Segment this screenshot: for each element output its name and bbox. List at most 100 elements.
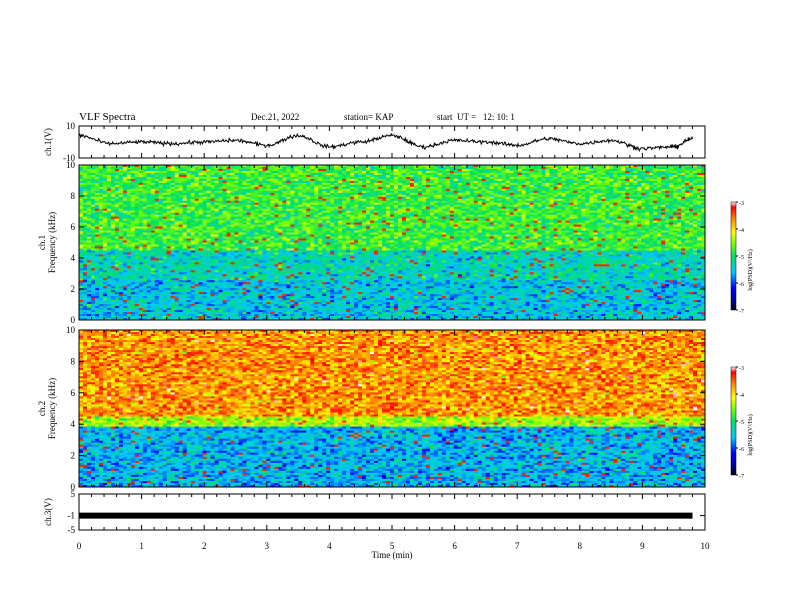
spectrogram-cell xyxy=(445,212,451,216)
spectrogram-cell xyxy=(94,184,100,188)
spectrogram-cell xyxy=(374,224,379,228)
spectrogram-cell xyxy=(449,182,455,186)
spectrogram-cell xyxy=(210,180,215,184)
spectrogram-cell xyxy=(465,210,471,214)
spectrogram-cell xyxy=(437,192,443,196)
spectrogram-cell xyxy=(529,176,534,180)
spectrogram-cell xyxy=(585,184,590,188)
spectrogram-cell xyxy=(322,186,327,190)
spectrogram-cell xyxy=(625,220,630,224)
spectrogram-cell xyxy=(469,196,475,200)
spectrogram-cell xyxy=(521,165,526,168)
spectrogram-cell xyxy=(202,196,207,200)
spectrogram-cell xyxy=(525,178,530,182)
spectrogram-cell xyxy=(90,200,96,204)
spectrogram-cell xyxy=(302,182,307,186)
spectrogram-cell xyxy=(637,184,642,188)
spectrogram-cell xyxy=(350,196,355,200)
spectrogram-cell xyxy=(79,224,84,228)
spectrogram-cell xyxy=(94,206,100,210)
spectrogram-cell xyxy=(234,186,239,190)
spectrogram-cell xyxy=(134,220,140,224)
spectrogram-cell xyxy=(390,206,395,210)
spectrogram-cell xyxy=(697,216,702,220)
spectrogram-cell xyxy=(645,208,650,212)
spectrogram-cell xyxy=(186,198,192,202)
spectrogram-cell xyxy=(154,190,160,194)
spectrogram-cell xyxy=(294,206,299,210)
spectrogram-cell xyxy=(302,198,307,202)
spectrogram-cell xyxy=(374,198,379,202)
spectrogram-cell xyxy=(397,188,403,192)
spectrogram-cell xyxy=(693,210,698,214)
spectrogram-cell xyxy=(350,176,355,180)
spectrogram-cell xyxy=(346,222,351,226)
spectrogram-cell xyxy=(270,226,275,229)
spectrogram-cell xyxy=(246,220,251,224)
spectrogram-cell xyxy=(489,174,495,178)
spectrogram-cell xyxy=(262,188,267,192)
spectrogram-cell xyxy=(214,206,219,210)
spectrogram-cell xyxy=(242,180,247,184)
spectrogram-cell xyxy=(162,208,168,212)
spectrogram-cell xyxy=(677,208,682,212)
spectrogram-cell xyxy=(597,222,602,226)
spectrogram-cell xyxy=(529,204,534,208)
spectrogram-cell xyxy=(218,220,223,224)
spectrogram-cell xyxy=(82,184,88,188)
spectrogram-cell xyxy=(497,216,503,220)
spectrogram-cell xyxy=(166,190,172,194)
spectrogram-cell xyxy=(529,188,534,192)
spectrogram-cell xyxy=(378,210,383,214)
spectrogram-cell xyxy=(509,216,515,220)
spectrogram-cell xyxy=(677,176,682,180)
spectrogram-cell xyxy=(102,198,108,202)
spectrogram-cell xyxy=(366,198,371,202)
spectrogram-cell xyxy=(110,210,116,214)
spectrogram-cell xyxy=(557,188,562,192)
spectrogram-cell xyxy=(665,180,670,184)
spectrogram-cell xyxy=(625,170,630,174)
spectrogram-cell xyxy=(545,176,550,180)
spectrogram-cell xyxy=(374,208,379,212)
spectrogram-cell xyxy=(106,174,112,178)
spectrogram-cell xyxy=(445,188,451,192)
spectrogram-cell xyxy=(218,210,223,214)
spectrogram-cell xyxy=(354,170,359,174)
spectrogram-cell xyxy=(350,170,355,174)
spectrogram-cell xyxy=(537,210,542,214)
spectrogram-cell xyxy=(461,208,467,212)
spectrogram-cell xyxy=(330,190,335,194)
spectrogram-cell xyxy=(122,208,128,212)
spectrogram-cell xyxy=(417,226,423,229)
spectrogram-cell xyxy=(282,218,287,222)
spectrogram-cell xyxy=(374,200,379,204)
spectrogram-cell xyxy=(230,202,235,206)
spectrogram-cell xyxy=(701,172,705,176)
spectrogram-cell xyxy=(94,222,100,226)
spectrogram-cell xyxy=(589,166,594,170)
spectrogram-cell xyxy=(106,212,112,216)
spectrogram-cell xyxy=(214,188,219,192)
spectrogram-cell xyxy=(525,196,530,200)
spectrogram-cell xyxy=(541,174,546,178)
spectrogram-cell xyxy=(390,212,395,216)
spectrogram-cell xyxy=(509,188,515,192)
spectrogram-cell xyxy=(413,186,419,190)
spectrogram-cell xyxy=(326,172,331,176)
spectrogram-cell xyxy=(374,212,379,216)
spectrogram-cell xyxy=(370,214,375,218)
spectrogram-cell xyxy=(677,174,682,178)
spectrogram-cell xyxy=(433,182,439,186)
spectrogram-cell xyxy=(401,208,407,212)
spectrogram-cell xyxy=(79,200,84,204)
spectrogram-cell xyxy=(481,214,487,218)
spectrogram-cell xyxy=(214,180,219,184)
spectrogram-cell xyxy=(102,196,108,200)
spectrogram-cell xyxy=(453,165,459,168)
spectrogram-cell xyxy=(633,176,638,180)
spectrogram-cell xyxy=(114,204,120,208)
spectrogram-cell xyxy=(477,166,483,170)
spectrogram-cell xyxy=(593,166,598,170)
spectrogram-cell xyxy=(190,188,196,192)
